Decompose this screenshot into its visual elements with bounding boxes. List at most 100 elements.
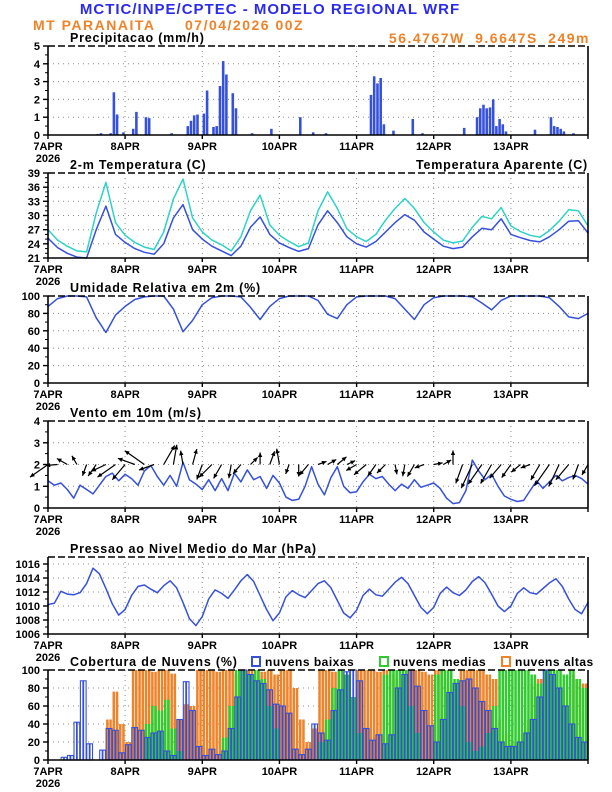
y-tick-label: 80 [28, 683, 40, 695]
legend-label-blue: nuvens baixas [265, 655, 354, 669]
wind-vector-head [271, 451, 276, 457]
wind-vector-head [299, 470, 304, 476]
series-line-blue [47, 203, 589, 259]
precip-bar [495, 126, 498, 135]
cloud-bar-orange [376, 671, 379, 760]
cloud-bar-green [414, 733, 418, 760]
precip-bar [562, 131, 566, 135]
cloud-bar-orange [212, 670, 215, 760]
cloud-bar-green [170, 728, 173, 760]
cloud-bar-green [434, 674, 437, 760]
cloud-bar-green [556, 670, 559, 760]
cloud-bar-orange [427, 674, 431, 760]
precip-bar [379, 78, 382, 135]
precip-bar [205, 90, 209, 135]
cloud-bar-green [276, 728, 280, 760]
wind-vector-head [321, 460, 327, 465]
legend-swatch-blue [251, 656, 261, 667]
cloud-bar-green [482, 746, 485, 760]
wind-vector-head [354, 470, 359, 475]
cloud-bar-green [340, 670, 344, 760]
y-tick-label: 80 [28, 308, 40, 320]
wind-vector-head [193, 449, 198, 454]
station-label: MT PARANAITA [33, 17, 156, 33]
precip-bar [192, 115, 196, 135]
wind-vector-head [213, 473, 218, 479]
precip-bar [170, 133, 173, 135]
cloud-bar-green [462, 706, 466, 760]
cloud-bar-green [241, 670, 244, 760]
cloud-bar-orange [315, 728, 318, 760]
wind-vector-head [257, 452, 263, 457]
wind-vector-head [97, 472, 103, 478]
panel-title-humidity: Umidade Relativa em 2m (%) [70, 281, 261, 295]
cloud-bar-orange [479, 670, 482, 760]
y-tick-label: 24 [28, 239, 41, 251]
cloud-bar-green [266, 706, 270, 760]
wind-vector-head [437, 461, 443, 466]
cloud-bar-green [511, 670, 514, 760]
y-tick-label: 0 [34, 755, 40, 767]
cloud-bar-green [237, 670, 241, 760]
wind-vector-head [179, 450, 184, 456]
precip-bar [533, 129, 537, 135]
precip-bar [112, 92, 116, 135]
day-label: 10APR [262, 389, 298, 401]
cloud-bar-green [411, 706, 415, 760]
day-label: 8APR [110, 141, 139, 153]
precip-bar [212, 127, 215, 135]
cloud-bar-green [254, 670, 257, 760]
day-label: 12APR [416, 141, 452, 153]
y-tick-label: 1016 [16, 559, 40, 571]
wind-vector-head [530, 475, 535, 481]
precip-bar [221, 61, 225, 135]
precip-bar [482, 104, 485, 135]
day-label: 7APR [33, 389, 62, 401]
cloud-bar-green [520, 670, 524, 760]
y-tick-label: 1008 [16, 615, 40, 627]
cloud-bar-green [160, 710, 164, 760]
day-label: 9APR [188, 389, 217, 401]
location-label: 56.4767W 9.6647S 249m [388, 30, 590, 46]
day-label: 12APR [416, 514, 452, 526]
cloud-bar-blue [99, 749, 103, 761]
cloud-bar-orange [299, 719, 302, 760]
cloud-bar-orange [363, 670, 366, 760]
cloud-bar-green [173, 728, 177, 760]
day-label: 10APR [262, 766, 298, 778]
day-label: 8APR [110, 264, 139, 276]
wind-vector-head [446, 460, 452, 465]
y-tick-label: 60 [28, 701, 40, 713]
legend-swatch-green [379, 656, 389, 667]
wind-vector-head [401, 471, 406, 477]
cloud-bar-green [417, 733, 421, 760]
cloud-bar-orange [141, 670, 145, 760]
cloud-bar-green [543, 670, 546, 760]
cloud-bar-orange [186, 704, 190, 760]
cloud-bar-orange [417, 670, 421, 760]
day-label: 10APR [262, 640, 298, 652]
cloud-bar-orange [202, 670, 206, 760]
series-line-blue [47, 295, 589, 334]
day-label: 13APR [493, 514, 529, 526]
precip-bar [196, 114, 199, 135]
cloud-bar-green [440, 670, 443, 760]
wind-vector-head [450, 450, 456, 455]
cloud-bar-green [575, 679, 578, 760]
wind-vector-head [489, 473, 495, 479]
cloud-bar-orange [218, 671, 222, 760]
cloud-bar-green [569, 670, 572, 760]
cloud-bar-orange [286, 670, 289, 760]
cloud-bar-green [549, 670, 553, 760]
y-tick-label: 4 [34, 416, 41, 428]
legend-swatch-orange [501, 656, 511, 667]
wind-vector-head [582, 469, 587, 475]
cloud-bar-green [507, 670, 511, 760]
precip-bar [479, 108, 482, 135]
precip-bar [324, 133, 328, 135]
cloud-bar-orange [292, 688, 296, 760]
wind-vector-head [346, 466, 352, 471]
wind-vector-head [480, 478, 485, 484]
y-tick-label: 1010 [16, 601, 40, 613]
cloud-bar-green [552, 670, 556, 760]
